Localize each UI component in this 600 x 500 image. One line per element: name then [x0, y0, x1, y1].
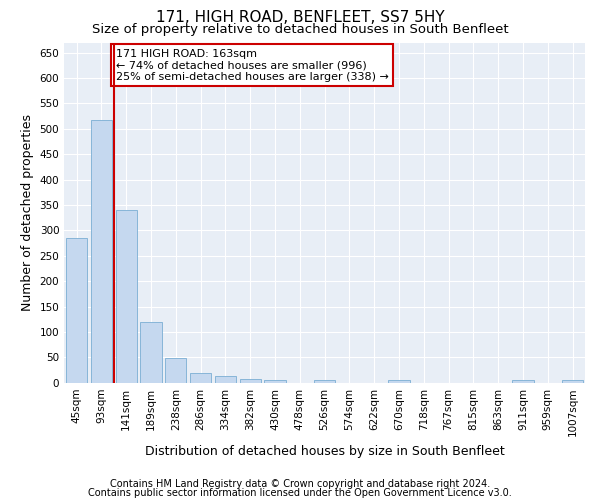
Bar [190, 372, 211, 383]
Bar [388, 380, 410, 383]
Bar [91, 120, 112, 383]
X-axis label: Distribution of detached houses by size in South Benfleet: Distribution of detached houses by size … [145, 444, 505, 458]
Bar [512, 380, 533, 383]
Text: 171 HIGH ROAD: 163sqm
← 74% of detached houses are smaller (996)
25% of semi-det: 171 HIGH ROAD: 163sqm ← 74% of detached … [116, 48, 389, 82]
Bar [562, 380, 583, 383]
Bar [140, 322, 161, 383]
Bar [116, 210, 137, 383]
Text: Contains HM Land Registry data © Crown copyright and database right 2024.: Contains HM Land Registry data © Crown c… [110, 479, 490, 489]
Text: 171, HIGH ROAD, BENFLEET, SS7 5HY: 171, HIGH ROAD, BENFLEET, SS7 5HY [155, 10, 445, 25]
Bar [165, 358, 187, 383]
Bar [239, 378, 261, 383]
Bar [66, 238, 87, 383]
Text: Contains public sector information licensed under the Open Government Licence v3: Contains public sector information licen… [88, 488, 512, 498]
Bar [265, 380, 286, 383]
Y-axis label: Number of detached properties: Number of detached properties [21, 114, 34, 311]
Bar [215, 376, 236, 383]
Bar [314, 380, 335, 383]
Text: Size of property relative to detached houses in South Benfleet: Size of property relative to detached ho… [92, 22, 508, 36]
